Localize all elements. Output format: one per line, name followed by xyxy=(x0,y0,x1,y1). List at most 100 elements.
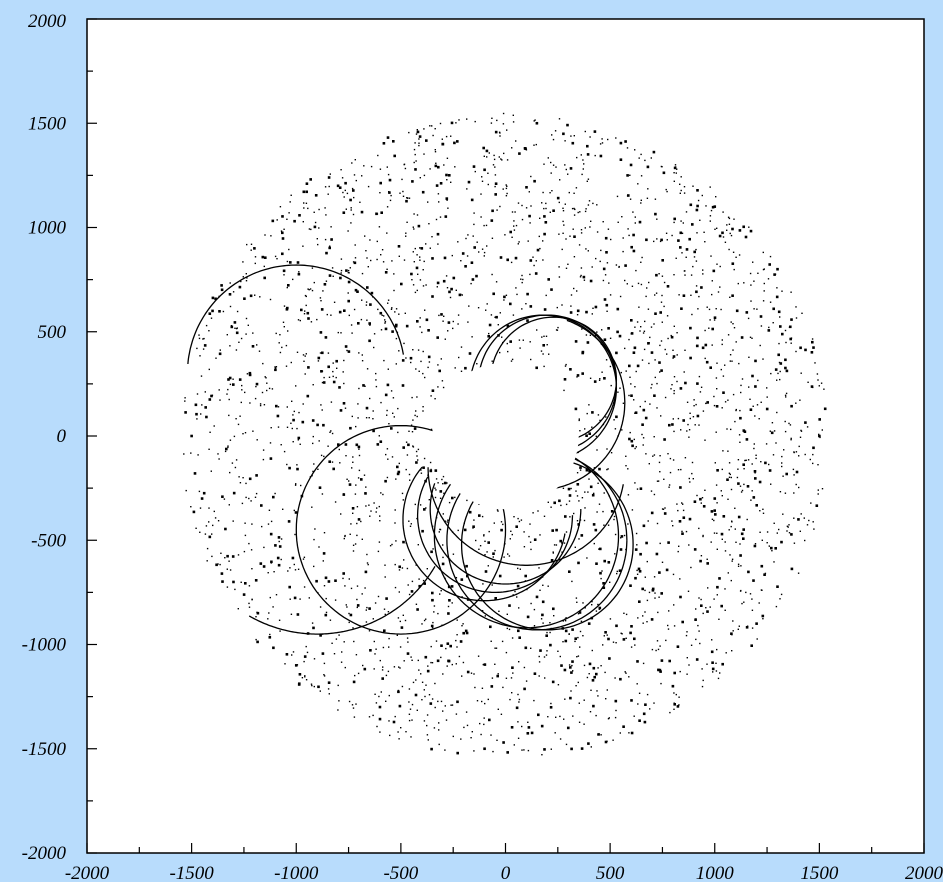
scatter-point xyxy=(695,248,697,251)
scatter-point xyxy=(486,303,488,305)
scatter-point xyxy=(695,403,697,406)
scatter-point xyxy=(288,585,291,589)
scatter-point xyxy=(323,662,326,665)
scatter-point xyxy=(658,273,660,275)
scatter-point xyxy=(521,274,523,277)
scatter-point xyxy=(415,564,417,566)
scatter-point xyxy=(749,272,752,275)
scatter-point xyxy=(552,138,555,141)
scatter-point xyxy=(573,207,575,210)
scatter-point xyxy=(552,209,555,212)
scatter-point xyxy=(651,587,655,591)
scatter-point xyxy=(756,404,759,406)
scatter-point xyxy=(313,463,315,465)
scatter-point xyxy=(355,484,357,486)
scatter-point xyxy=(583,699,585,701)
scatter-point xyxy=(354,257,357,259)
scatter-point xyxy=(790,404,793,408)
scatter-point xyxy=(465,631,469,635)
scatter-point xyxy=(538,235,540,238)
scatter-point xyxy=(673,217,676,221)
scatter-point xyxy=(467,180,471,184)
scatter-point xyxy=(734,420,736,423)
scatter-point xyxy=(658,596,660,598)
scatter-point xyxy=(734,528,736,530)
scatter-point xyxy=(290,613,293,615)
scatter-point xyxy=(239,482,242,484)
scatter-point xyxy=(370,165,373,168)
scatter-point xyxy=(381,249,384,251)
scatter-point xyxy=(425,618,427,620)
scatter-point xyxy=(267,618,269,620)
scatter-point xyxy=(753,308,755,310)
scatter-point xyxy=(615,624,618,628)
scatter-point xyxy=(361,175,363,177)
scatter-point xyxy=(698,527,700,530)
scatter-point xyxy=(677,550,679,553)
scatter-point xyxy=(583,723,585,725)
scatter-point xyxy=(352,456,354,458)
scatter-point xyxy=(603,492,605,494)
scatter-point xyxy=(688,477,690,480)
scatter-point xyxy=(591,679,595,682)
scatter-point xyxy=(812,453,814,456)
scatter-point xyxy=(405,232,407,234)
scatter-point xyxy=(601,329,603,331)
scatter-point xyxy=(714,513,717,516)
scatter-point xyxy=(313,211,315,213)
scatter-point xyxy=(358,352,360,354)
scatter-point xyxy=(482,663,484,666)
scatter-point xyxy=(724,241,727,243)
scatter-point xyxy=(358,469,361,472)
scatter-point xyxy=(784,358,787,362)
scatter-point xyxy=(415,410,417,412)
scatter-point xyxy=(439,593,441,595)
scatter-point xyxy=(240,401,242,404)
scatter-point xyxy=(678,294,680,296)
scatter-point xyxy=(412,445,414,447)
tick-labels: -2000 -1500 -1000 -500 0 500 1000 1500 2000-2000… xyxy=(22,11,943,882)
scatter-point xyxy=(281,237,285,240)
scatter-point xyxy=(233,435,236,438)
scatter-point xyxy=(501,640,504,643)
scatter-point xyxy=(386,448,389,450)
scatter-point xyxy=(240,337,243,340)
scatter-point xyxy=(673,390,675,392)
scatter-point xyxy=(279,351,282,354)
scatter-point xyxy=(456,751,459,755)
scatter-point xyxy=(478,548,480,550)
scatter-point xyxy=(702,534,704,537)
scatter-point xyxy=(682,222,684,224)
scatter-point xyxy=(444,338,446,340)
scatter-point xyxy=(691,461,694,464)
scatter-point xyxy=(659,670,662,673)
scatter-point xyxy=(749,398,751,400)
scatter-point xyxy=(614,677,616,679)
scatter-point xyxy=(729,296,731,298)
scatter-point xyxy=(533,144,535,146)
scatter-point xyxy=(353,716,356,718)
scatter-point xyxy=(215,563,218,567)
scatter-point xyxy=(377,308,379,311)
scatter-point xyxy=(373,668,375,670)
scatter-point xyxy=(599,154,603,158)
scatter-point xyxy=(278,545,282,548)
scatter-point xyxy=(476,241,478,243)
scatter-point xyxy=(582,159,584,161)
scatter-point xyxy=(419,259,421,261)
scatter-point xyxy=(705,205,707,207)
scatter-point xyxy=(506,342,508,345)
scatter-point xyxy=(232,291,235,293)
scatter-point xyxy=(428,223,430,225)
scatter-point xyxy=(220,284,223,287)
scatter-point xyxy=(712,269,716,273)
scatter-point xyxy=(256,344,258,346)
scatter-point xyxy=(528,214,531,218)
scatter-point xyxy=(436,286,438,288)
scatter-point xyxy=(800,372,802,374)
scatter-point xyxy=(790,342,792,344)
scatter-point xyxy=(737,282,739,285)
scatter-point xyxy=(577,211,579,214)
scatter-point xyxy=(562,132,565,136)
scatter-point xyxy=(568,570,571,573)
